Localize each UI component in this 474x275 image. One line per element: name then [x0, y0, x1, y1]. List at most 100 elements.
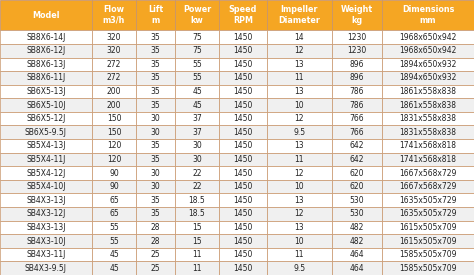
- Text: 11: 11: [294, 250, 304, 259]
- FancyBboxPatch shape: [0, 30, 92, 44]
- FancyBboxPatch shape: [92, 166, 136, 180]
- Text: 75: 75: [192, 33, 202, 42]
- Text: 37: 37: [192, 114, 202, 123]
- FancyBboxPatch shape: [382, 153, 474, 166]
- FancyBboxPatch shape: [219, 153, 266, 166]
- Text: 22: 22: [192, 169, 202, 178]
- FancyBboxPatch shape: [219, 85, 266, 98]
- FancyBboxPatch shape: [219, 207, 266, 221]
- Text: 30: 30: [192, 155, 202, 164]
- Text: 15: 15: [192, 236, 202, 246]
- Text: 55: 55: [192, 73, 202, 82]
- Text: 1585x505x709: 1585x505x709: [399, 250, 457, 259]
- FancyBboxPatch shape: [266, 112, 332, 125]
- FancyBboxPatch shape: [92, 248, 136, 262]
- FancyBboxPatch shape: [266, 30, 332, 44]
- FancyBboxPatch shape: [266, 57, 332, 71]
- Text: 896: 896: [350, 60, 364, 69]
- FancyBboxPatch shape: [332, 262, 382, 275]
- FancyBboxPatch shape: [136, 207, 175, 221]
- Text: 30: 30: [151, 114, 160, 123]
- FancyBboxPatch shape: [332, 180, 382, 193]
- Text: 150: 150: [107, 128, 121, 137]
- FancyBboxPatch shape: [382, 262, 474, 275]
- Text: 1861x558x838: 1861x558x838: [400, 101, 456, 110]
- Text: 766: 766: [350, 114, 365, 123]
- FancyBboxPatch shape: [332, 85, 382, 98]
- FancyBboxPatch shape: [175, 112, 219, 125]
- FancyBboxPatch shape: [136, 71, 175, 85]
- Text: 1450: 1450: [233, 87, 253, 96]
- FancyBboxPatch shape: [266, 44, 332, 57]
- FancyBboxPatch shape: [0, 112, 92, 125]
- Text: 13: 13: [294, 141, 304, 150]
- FancyBboxPatch shape: [136, 44, 175, 57]
- Text: 896: 896: [350, 73, 364, 82]
- Text: 1450: 1450: [233, 209, 253, 218]
- Text: 320: 320: [107, 33, 121, 42]
- Text: 530: 530: [350, 196, 365, 205]
- Text: 45: 45: [192, 101, 202, 110]
- FancyBboxPatch shape: [136, 166, 175, 180]
- Text: 482: 482: [350, 236, 364, 246]
- Text: 1230: 1230: [347, 46, 366, 55]
- FancyBboxPatch shape: [332, 193, 382, 207]
- FancyBboxPatch shape: [219, 98, 266, 112]
- FancyBboxPatch shape: [266, 0, 332, 30]
- Text: 35: 35: [151, 87, 160, 96]
- Text: 786: 786: [350, 101, 364, 110]
- Text: 1861x558x838: 1861x558x838: [400, 87, 456, 96]
- Text: 482: 482: [350, 223, 364, 232]
- FancyBboxPatch shape: [266, 221, 332, 234]
- Text: 12: 12: [294, 46, 304, 55]
- FancyBboxPatch shape: [175, 221, 219, 234]
- Text: 35: 35: [151, 155, 160, 164]
- Text: SB5X4-13J: SB5X4-13J: [26, 141, 66, 150]
- Text: 30: 30: [192, 141, 202, 150]
- FancyBboxPatch shape: [219, 262, 266, 275]
- Text: 90: 90: [109, 182, 119, 191]
- FancyBboxPatch shape: [0, 262, 92, 275]
- FancyBboxPatch shape: [92, 125, 136, 139]
- Text: 1968x650x942: 1968x650x942: [400, 33, 457, 42]
- FancyBboxPatch shape: [0, 166, 92, 180]
- Text: 35: 35: [151, 101, 160, 110]
- Text: 15: 15: [192, 223, 202, 232]
- Text: 45: 45: [109, 264, 119, 273]
- Text: 1831x558x838: 1831x558x838: [400, 128, 456, 137]
- Text: Impeller
Diameter: Impeller Diameter: [278, 6, 320, 25]
- FancyBboxPatch shape: [219, 0, 266, 30]
- FancyBboxPatch shape: [136, 262, 175, 275]
- Text: 90: 90: [109, 169, 119, 178]
- Text: 642: 642: [350, 155, 364, 164]
- Text: 9.5: 9.5: [293, 128, 305, 137]
- Text: 11: 11: [294, 155, 304, 164]
- FancyBboxPatch shape: [136, 98, 175, 112]
- FancyBboxPatch shape: [92, 262, 136, 275]
- FancyBboxPatch shape: [219, 166, 266, 180]
- Text: SB8X6-11J: SB8X6-11J: [26, 73, 65, 82]
- Text: Speed
RPM: Speed RPM: [229, 6, 257, 25]
- Text: 1450: 1450: [233, 60, 253, 69]
- FancyBboxPatch shape: [382, 248, 474, 262]
- Text: 13: 13: [294, 196, 304, 205]
- Text: 75: 75: [192, 46, 202, 55]
- FancyBboxPatch shape: [175, 44, 219, 57]
- FancyBboxPatch shape: [175, 193, 219, 207]
- Text: SB4X3-10J: SB4X3-10J: [26, 236, 66, 246]
- Text: 200: 200: [107, 87, 121, 96]
- FancyBboxPatch shape: [382, 44, 474, 57]
- FancyBboxPatch shape: [382, 30, 474, 44]
- Text: 786: 786: [350, 87, 364, 96]
- Text: 9.5: 9.5: [293, 264, 305, 273]
- Text: SB6X5-10J: SB6X5-10J: [26, 101, 66, 110]
- Text: 12: 12: [294, 209, 304, 218]
- Text: SB4X3-12J: SB4X3-12J: [26, 209, 65, 218]
- Text: 530: 530: [350, 209, 365, 218]
- Text: SB6X5-12J: SB6X5-12J: [26, 114, 65, 123]
- FancyBboxPatch shape: [219, 30, 266, 44]
- FancyBboxPatch shape: [0, 193, 92, 207]
- Text: 28: 28: [151, 236, 160, 246]
- FancyBboxPatch shape: [92, 44, 136, 57]
- FancyBboxPatch shape: [136, 248, 175, 262]
